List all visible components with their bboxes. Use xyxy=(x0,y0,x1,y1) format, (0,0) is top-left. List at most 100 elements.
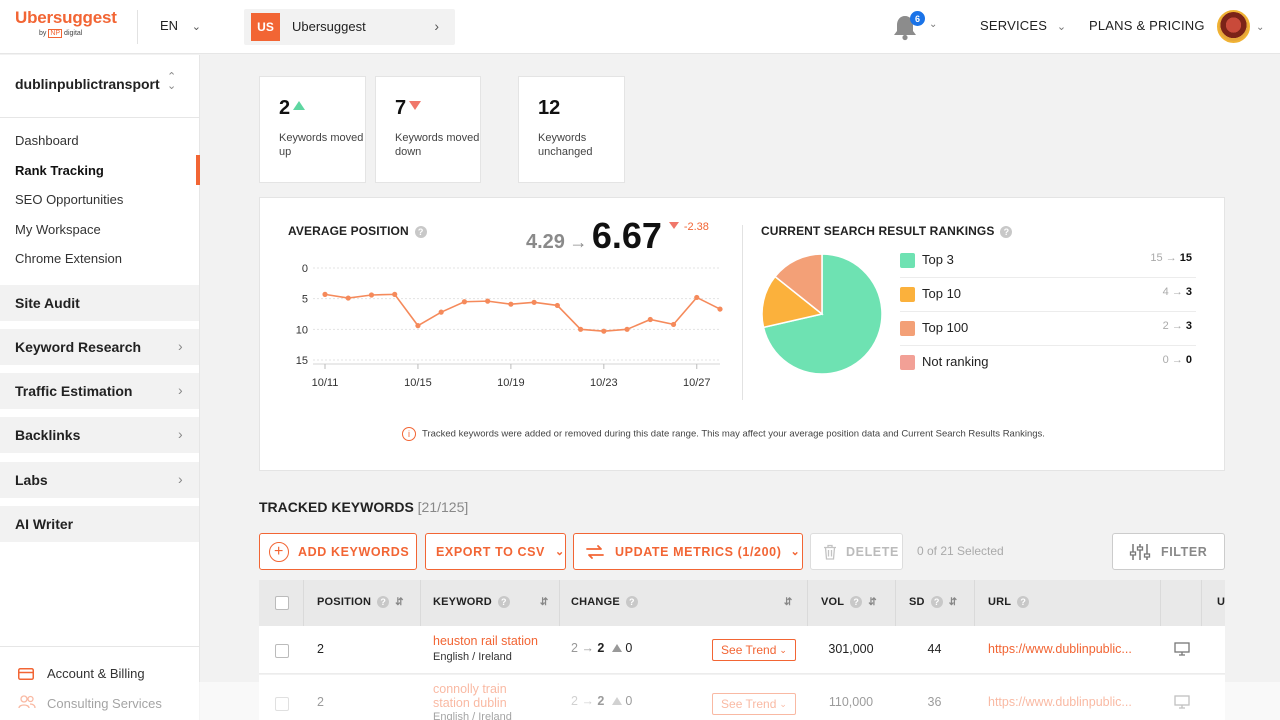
help-icon[interactable]: ? xyxy=(850,596,863,609)
consulting-services-link[interactable]: Consulting Services xyxy=(47,696,162,711)
filter-label: FILTER xyxy=(1161,544,1208,559)
see-trend-button[interactable]: See Trend ⌄ xyxy=(712,693,796,715)
row-keyword-link-line2[interactable]: station dublin xyxy=(433,696,507,710)
row-checkbox[interactable] xyxy=(275,697,289,711)
stat-label: Keywords moved up xyxy=(279,132,364,158)
see-trend-button[interactable]: See Trend ⌄ xyxy=(712,639,796,661)
column-header-change[interactable]: CHANGE? ⇵ xyxy=(571,596,793,609)
data-point[interactable] xyxy=(601,328,607,334)
stat-card-unchanged: 12 Keywords unchanged xyxy=(518,76,625,183)
x-tick-label: 10/11 xyxy=(312,377,339,389)
sort-icon[interactable]: ⇵ xyxy=(395,597,404,608)
sidebar-item-my-workspace[interactable]: My Workspace xyxy=(15,222,101,237)
pie-slice[interactable] xyxy=(774,253,823,316)
column-header-position[interactable]: POSITION? ⇵ xyxy=(317,596,404,609)
sidebar-item-site-audit[interactable]: Site Audit xyxy=(0,285,199,321)
help-icon[interactable]: ? xyxy=(377,596,390,609)
data-point[interactable] xyxy=(717,306,723,312)
data-point[interactable] xyxy=(554,302,560,309)
help-icon[interactable]: ? xyxy=(414,225,427,238)
help-icon[interactable]: ? xyxy=(497,596,510,609)
data-point[interactable] xyxy=(647,316,653,323)
refresh-icon xyxy=(584,543,606,561)
filter-button[interactable]: FILTER xyxy=(1112,533,1225,570)
logo-np: NP xyxy=(48,29,63,38)
row-url-link[interactable]: https://www.dublinpublic... xyxy=(988,695,1132,709)
row-url-link[interactable]: https://www.dublinpublic... xyxy=(988,642,1132,656)
data-point[interactable] xyxy=(438,309,444,315)
data-point[interactable] xyxy=(694,294,700,301)
project-selector[interactable]: US Ubersuggest › xyxy=(244,9,455,45)
row-keyword-locale: English / Ireland xyxy=(433,711,512,720)
column-header-vol[interactable]: VOL? ⇵ xyxy=(821,596,877,609)
export-csv-label: EXPORT TO CSV xyxy=(436,544,545,559)
chevron-down-icon[interactable]: ⌄ xyxy=(929,19,938,30)
pie-slice[interactable] xyxy=(761,275,824,329)
help-icon[interactable]: ? xyxy=(625,596,638,609)
data-point[interactable] xyxy=(415,323,421,329)
arrow-down-icon xyxy=(669,222,680,230)
arrow-right-icon: → xyxy=(581,694,594,708)
site-selector[interactable]: dublinpublictransport xyxy=(15,76,160,92)
sidebar-item-backlinks[interactable]: Backlinks › xyxy=(0,417,199,453)
language-selector[interactable]: EN ⌄ xyxy=(160,18,201,33)
help-icon[interactable]: ? xyxy=(930,596,943,609)
sidebar-item-dashboard[interactable]: Dashboard xyxy=(15,133,79,148)
column-header-url[interactable]: URL? xyxy=(988,596,1030,609)
column-header-keyword[interactable]: KEYWORD? ⇵ xyxy=(433,596,549,609)
chevron-down-icon: ⌄ xyxy=(779,698,787,709)
help-icon[interactable]: ? xyxy=(1000,225,1013,238)
data-point[interactable] xyxy=(345,295,351,301)
logo-digital: digital xyxy=(64,30,83,37)
plans-pricing-link[interactable]: PLANS & PRICING xyxy=(1089,18,1205,33)
desktop-icon xyxy=(1174,642,1190,661)
services-menu[interactable]: SERVICES ⌄ xyxy=(980,18,1066,33)
sidebar-item-seo-opportunities[interactable]: SEO Opportunities xyxy=(15,192,124,207)
sidebar-item-label: AI Writer xyxy=(15,516,74,532)
sidebar-item-traffic-estimation[interactable]: Traffic Estimation › xyxy=(0,373,199,409)
sort-chevron-icon[interactable]: ⌃ ⌄ xyxy=(167,71,177,92)
account-billing-link[interactable]: Account & Billing xyxy=(47,666,145,681)
data-point[interactable] xyxy=(461,299,468,305)
help-icon[interactable]: ? xyxy=(1017,596,1030,609)
user-avatar[interactable] xyxy=(1217,10,1250,43)
legend-swatch-top3 xyxy=(900,253,915,268)
data-point[interactable] xyxy=(322,291,328,297)
select-all-checkbox[interactable] xyxy=(275,596,289,610)
legend-label-not-ranking: Not ranking xyxy=(922,354,989,369)
data-point[interactable] xyxy=(485,298,491,304)
data-point[interactable] xyxy=(368,292,375,298)
delete-button[interactable]: DELETE xyxy=(810,533,903,570)
chevron-down-icon[interactable]: ⌄ xyxy=(1256,22,1265,33)
update-metrics-button[interactable]: UPDATE METRICS (1/200) ⌄ xyxy=(573,533,803,570)
data-point[interactable] xyxy=(577,326,584,332)
chevron-down-icon: ⌄ xyxy=(790,546,801,558)
column-header-sd[interactable]: SD? ⇵ xyxy=(909,596,958,609)
sidebar-item-ai-writer[interactable]: AI Writer xyxy=(0,506,199,542)
y-tick-label: 10 xyxy=(296,324,308,336)
stat-label: Keywords unchanged xyxy=(538,132,593,158)
row-checkbox[interactable] xyxy=(275,644,289,658)
column-header-label: KEYWORD xyxy=(433,596,492,608)
sidebar-item-labs[interactable]: Labs › xyxy=(0,462,199,498)
sort-icon[interactable]: ⇵ xyxy=(539,597,549,608)
ubersuggest-logo[interactable]: Ubersuggest by NP digital xyxy=(15,8,117,38)
column-header-label: CHANGE xyxy=(571,596,620,608)
row-keyword-link[interactable]: heuston rail station xyxy=(433,634,538,648)
column-header-u[interactable]: U xyxy=(1217,596,1226,608)
data-point[interactable] xyxy=(531,299,537,305)
sort-icon[interactable]: ⇵ xyxy=(868,597,877,608)
add-keywords-label: ADD KEYWORDS xyxy=(298,544,410,559)
row-keyword-link[interactable]: connolly train xyxy=(433,682,507,696)
data-point[interactable] xyxy=(392,291,398,297)
data-point[interactable] xyxy=(624,326,630,332)
sort-icon[interactable]: ⇵ xyxy=(948,597,958,608)
sidebar-item-rank-tracking[interactable]: Rank Tracking xyxy=(15,163,104,178)
export-csv-button[interactable]: EXPORT TO CSV ⌄ xyxy=(425,533,566,570)
add-keywords-button[interactable]: + ADD KEYWORDS xyxy=(259,533,417,570)
data-point[interactable] xyxy=(670,321,677,328)
data-point[interactable] xyxy=(508,301,514,307)
sort-icon[interactable]: ⇵ xyxy=(783,597,793,608)
sidebar-item-chrome-extension[interactable]: Chrome Extension xyxy=(15,251,122,266)
sidebar-item-keyword-research[interactable]: Keyword Research › xyxy=(0,329,199,365)
